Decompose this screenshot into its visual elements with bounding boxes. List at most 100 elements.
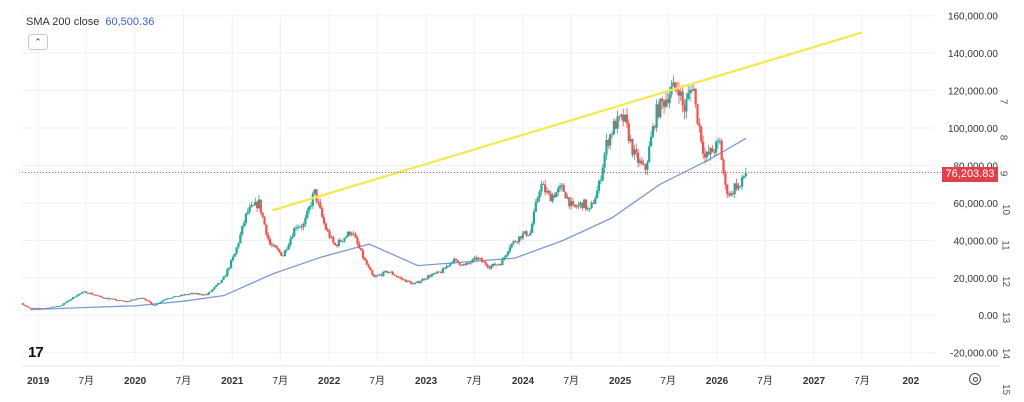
candle-body bbox=[677, 90, 681, 96]
candle-body bbox=[586, 208, 589, 210]
candle-body bbox=[438, 271, 441, 273]
candle-body bbox=[681, 91, 684, 106]
candle-body bbox=[369, 267, 372, 271]
candle-body bbox=[62, 303, 65, 306]
indicator-legend[interactable]: SMA 200 close 60,500.36 bbox=[26, 16, 154, 28]
candle-body bbox=[423, 278, 426, 280]
candle-body bbox=[326, 229, 329, 232]
candle-body bbox=[395, 275, 398, 277]
candle-body bbox=[159, 301, 162, 304]
candle-body bbox=[317, 201, 320, 203]
candle-body bbox=[36, 307, 39, 309]
candle-body bbox=[172, 296, 175, 298]
x-tick-label: 7月 bbox=[660, 375, 676, 387]
candle-body bbox=[649, 136, 653, 147]
candle-body bbox=[584, 199, 588, 210]
candle-body bbox=[222, 277, 225, 280]
settings-icon[interactable] bbox=[969, 373, 981, 385]
candle-body bbox=[140, 297, 143, 299]
candle-body bbox=[83, 291, 86, 293]
candle-body bbox=[190, 293, 194, 294]
candle-body bbox=[462, 264, 465, 266]
trend-line bbox=[272, 31, 863, 212]
candle-body bbox=[471, 259, 474, 263]
price-axis[interactable]: -20,000.00 0.00 20,000.00 40,000.00 60,000.0… bbox=[948, 12, 998, 360]
time-axis[interactable]: 2019 7月 2020 7月 2021 7月 2022 7月 2023 7月 2024 7月 2025… bbox=[22, 365, 1000, 387]
trend-line-layer[interactable] bbox=[272, 31, 863, 212]
candle-body bbox=[557, 188, 560, 193]
candle-body bbox=[482, 261, 485, 263]
candle-body bbox=[518, 236, 521, 243]
candle-body bbox=[276, 247, 279, 250]
candle-body bbox=[415, 281, 419, 283]
candle-body bbox=[501, 259, 504, 266]
candle-body bbox=[452, 258, 456, 263]
collapse-legend-button[interactable]: ⌃ bbox=[28, 34, 48, 50]
candle-body bbox=[490, 265, 493, 269]
candle-body bbox=[406, 280, 409, 283]
candle-body bbox=[497, 264, 500, 265]
candle-body bbox=[577, 204, 580, 207]
candle-body bbox=[629, 139, 632, 142]
candle-body bbox=[568, 197, 571, 207]
candle-body bbox=[101, 297, 104, 299]
candle-body bbox=[666, 99, 669, 104]
sma-200-line bbox=[29, 137, 747, 311]
candle-body bbox=[44, 308, 47, 310]
grid-lines bbox=[22, 12, 935, 362]
candle-body bbox=[519, 236, 523, 239]
candle-body bbox=[417, 281, 420, 283]
candle-body bbox=[514, 241, 517, 243]
candle-body bbox=[105, 297, 108, 299]
candle-body bbox=[510, 243, 513, 248]
candles-layer bbox=[21, 75, 747, 310]
candle-body bbox=[246, 211, 249, 214]
candle-body bbox=[715, 142, 718, 153]
candle-body bbox=[242, 223, 246, 226]
candle-body bbox=[174, 295, 177, 297]
candle-body bbox=[425, 278, 428, 280]
candle-body bbox=[560, 184, 563, 187]
candle-body bbox=[347, 231, 350, 237]
candle-body bbox=[720, 140, 723, 160]
candle-body bbox=[315, 189, 318, 202]
candle-body bbox=[477, 258, 480, 260]
x-tick-label: 7月 bbox=[273, 375, 289, 387]
candle-body bbox=[233, 253, 236, 257]
candle-body bbox=[306, 210, 309, 218]
candle-body bbox=[488, 267, 491, 269]
candle-body bbox=[58, 305, 62, 307]
candle-body bbox=[150, 301, 153, 304]
candle-body bbox=[209, 291, 212, 293]
candle-body bbox=[579, 202, 582, 205]
candle-body bbox=[428, 275, 432, 277]
candle-body bbox=[614, 121, 617, 129]
candle-body bbox=[436, 271, 439, 274]
candle-body bbox=[570, 201, 573, 207]
candle-body bbox=[739, 185, 742, 187]
candle-body bbox=[200, 293, 203, 295]
candle-body bbox=[92, 294, 95, 296]
candle-body bbox=[311, 193, 314, 206]
candle-body bbox=[661, 98, 664, 102]
candle-body bbox=[529, 232, 532, 236]
candle-body bbox=[506, 251, 510, 255]
candle-body bbox=[386, 271, 389, 273]
candle-body bbox=[399, 277, 402, 279]
candle-body bbox=[382, 271, 385, 276]
candle-body bbox=[601, 167, 604, 181]
candle-body bbox=[133, 299, 136, 301]
candle-body bbox=[627, 123, 630, 142]
candle-body bbox=[536, 198, 539, 203]
candle-body bbox=[527, 235, 530, 237]
candle-body bbox=[96, 295, 99, 297]
y-tick-label: 160,000.00 bbox=[948, 12, 998, 23]
candle-body bbox=[116, 300, 119, 302]
candle-body bbox=[592, 202, 595, 204]
candle-body bbox=[241, 225, 244, 235]
candle-body bbox=[610, 134, 614, 136]
candle-body bbox=[544, 184, 547, 193]
candle-body bbox=[213, 287, 216, 290]
candle-body bbox=[268, 239, 272, 245]
